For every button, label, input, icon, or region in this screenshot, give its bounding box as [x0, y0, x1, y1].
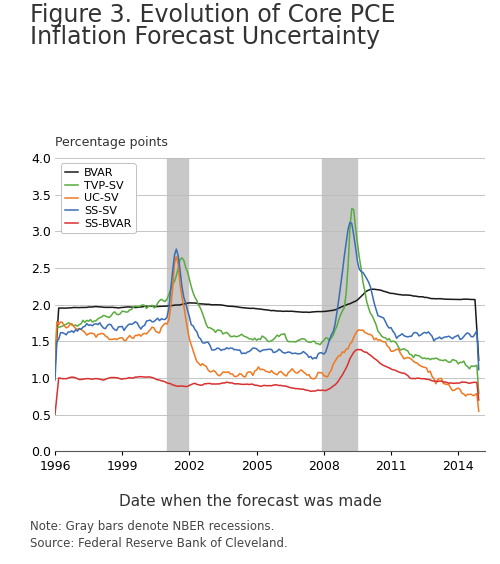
BVAR [52, 362, 58, 369]
TVP-SV [476, 390, 482, 397]
BVAR [158, 303, 164, 310]
Text: Inflation Forecast Uncertainty: Inflation Forecast Uncertainty [30, 25, 380, 50]
Text: Note: Gray bars denote NBER recessions.
Source: Federal Reserve Bank of Clevelan: Note: Gray bars denote NBER recessions. … [30, 520, 288, 550]
Bar [322, 158, 358, 451]
Line: UC-SV: UC-SV [55, 257, 478, 411]
Line: BVAR: BVAR [55, 289, 478, 365]
Text: Percentage points: Percentage points [55, 136, 168, 149]
SS-BVAR [388, 365, 394, 372]
SS-SV [370, 292, 376, 298]
TVP-SV [370, 312, 376, 319]
BVAR [388, 290, 394, 297]
BVAR [326, 307, 332, 314]
UC-SV [476, 408, 482, 415]
UC-SV [174, 253, 180, 260]
SS-SV [416, 333, 422, 340]
Text: Figure 3. Evolution of Core PCE: Figure 3. Evolution of Core PCE [30, 3, 396, 27]
SS-BVAR [158, 377, 164, 384]
SS-SV [160, 316, 166, 323]
SS-BVAR [52, 411, 58, 418]
Legend: BVAR, TVP-SV, UC-SV, SS-SV, SS-BVAR: BVAR, TVP-SV, UC-SV, SS-SV, SS-BVAR [60, 164, 136, 233]
BVAR [416, 293, 422, 300]
UC-SV [328, 367, 334, 373]
SS-SV [388, 324, 394, 331]
UC-SV [158, 324, 164, 331]
TVP-SV [158, 296, 164, 303]
Line: SS-BVAR: SS-BVAR [55, 350, 478, 415]
UC-SV [416, 362, 422, 368]
Line: TVP-SV: TVP-SV [55, 209, 478, 394]
UC-SV [370, 333, 376, 340]
TVP-SV [52, 365, 58, 372]
TVP-SV [326, 337, 332, 344]
TVP-SV [388, 338, 394, 345]
UC-SV [388, 348, 394, 355]
Line: SS-SV: SS-SV [55, 222, 478, 380]
UC-SV [52, 362, 58, 368]
SS-BVAR [476, 396, 482, 403]
TVP-SV [349, 205, 355, 212]
SS-SV [158, 315, 164, 322]
Bar [167, 158, 188, 451]
SS-SV [476, 366, 482, 373]
SS-BVAR [370, 354, 376, 360]
SS-BVAR [326, 386, 332, 393]
BVAR [476, 357, 482, 364]
SS-SV [347, 219, 353, 226]
SS-SV [326, 337, 332, 343]
BVAR [368, 286, 374, 293]
TVP-SV [416, 352, 422, 359]
BVAR [160, 303, 166, 310]
SS-BVAR [416, 375, 422, 382]
UC-SV [160, 322, 166, 329]
TVP-SV [160, 297, 166, 304]
BVAR [370, 286, 376, 293]
SS-BVAR [160, 378, 166, 385]
SS-SV [52, 377, 58, 384]
Text: Date when the forecast was made: Date when the forecast was made [118, 494, 382, 509]
SS-BVAR [354, 346, 360, 353]
